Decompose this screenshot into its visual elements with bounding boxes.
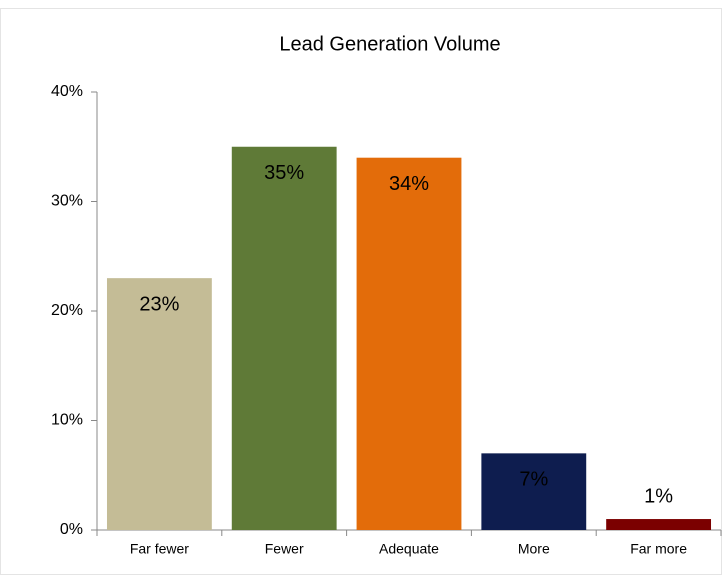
value-label: 1% — [644, 485, 673, 507]
bar — [231, 146, 337, 530]
bar — [481, 453, 587, 530]
y-tick-label: 10% — [51, 412, 83, 429]
y-tick-label: 30% — [51, 193, 83, 210]
x-tick-label: More — [518, 541, 550, 557]
x-tick-label: Fewer — [265, 541, 304, 557]
y-tick-label: 20% — [51, 302, 83, 319]
x-tick-label: Far fewer — [130, 541, 189, 557]
value-label: 23% — [139, 293, 179, 315]
value-label: 35% — [264, 162, 304, 184]
bar — [106, 278, 212, 530]
x-tick-label: Adequate — [379, 541, 439, 557]
y-tick-label: 0% — [60, 521, 83, 538]
bar — [356, 157, 462, 530]
y-tick-label: 40% — [51, 83, 83, 100]
value-label: 7% — [519, 469, 548, 491]
chart-title: Lead Generation Volume — [279, 33, 500, 55]
x-tick-label: Far more — [630, 541, 687, 557]
bar — [606, 519, 712, 530]
value-label: 34% — [389, 173, 429, 195]
